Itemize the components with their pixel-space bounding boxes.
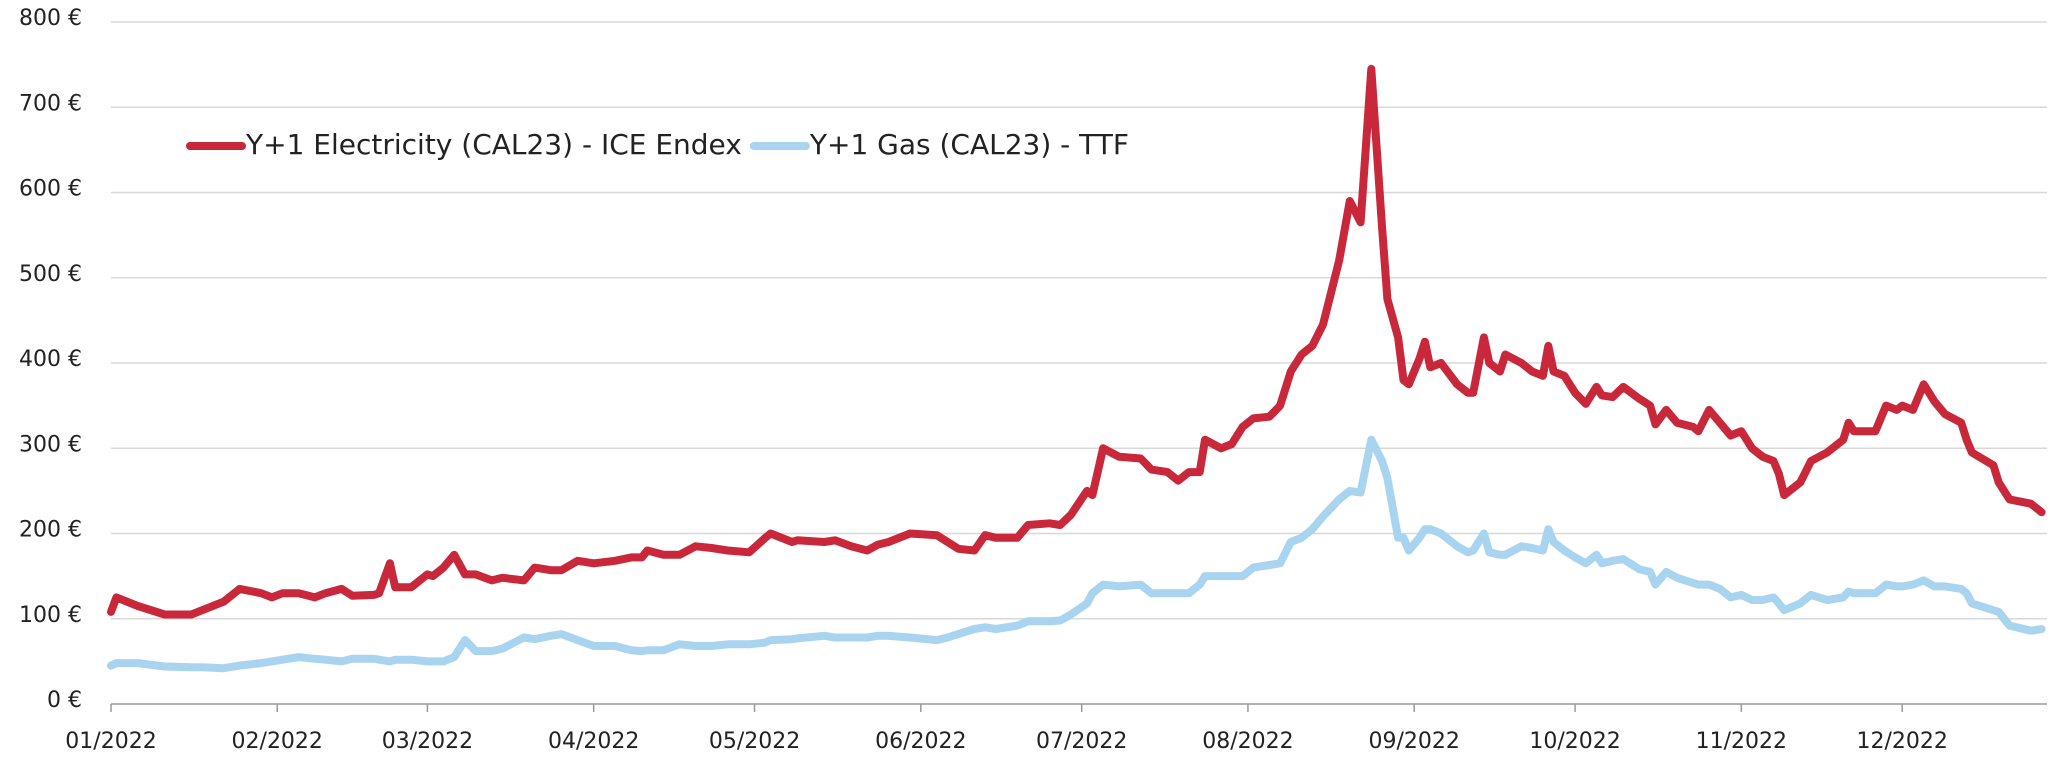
legend: Y+1 Electricity (CAL23) - ICE Endex Y+1 G… — [186, 128, 1129, 161]
x-tick-label: 09/2022 — [1368, 729, 1459, 754]
legend-label: Y+1 Gas (CAL23) - TTF — [809, 128, 1129, 161]
y-tick-label: 100 € — [19, 603, 82, 628]
x-tick-label: 03/2022 — [382, 729, 473, 754]
y-tick-label: 700 € — [19, 91, 82, 116]
y-tick-label: 500 € — [19, 262, 82, 287]
x-tick-label: 04/2022 — [548, 729, 639, 754]
y-tick-label: 800 € — [19, 6, 82, 31]
x-tick-label: 01/2022 — [65, 729, 156, 754]
x-tick-label: 02/2022 — [232, 729, 323, 754]
legend-label: Y+1 Electricity (CAL23) - ICE Endex — [245, 128, 742, 161]
y-tick-label: 400 € — [19, 347, 82, 372]
series-line — [107, 435, 2046, 673]
x-tick-label: 10/2022 — [1529, 729, 1620, 754]
y-tick-label: 0 € — [47, 688, 82, 713]
y-tick-label: 200 € — [19, 518, 82, 543]
x-tick-label: 12/2022 — [1856, 729, 1947, 754]
y-tick-label: 600 € — [19, 177, 82, 202]
x-tick-label: 07/2022 — [1036, 729, 1127, 754]
x-tick-label: 06/2022 — [875, 729, 966, 754]
x-tick-label: 08/2022 — [1202, 729, 1293, 754]
x-tick-label: 11/2022 — [1696, 729, 1787, 754]
series-line — [107, 64, 2046, 619]
y-tick-label: 300 € — [19, 432, 82, 457]
x-tick-label: 05/2022 — [709, 729, 800, 754]
